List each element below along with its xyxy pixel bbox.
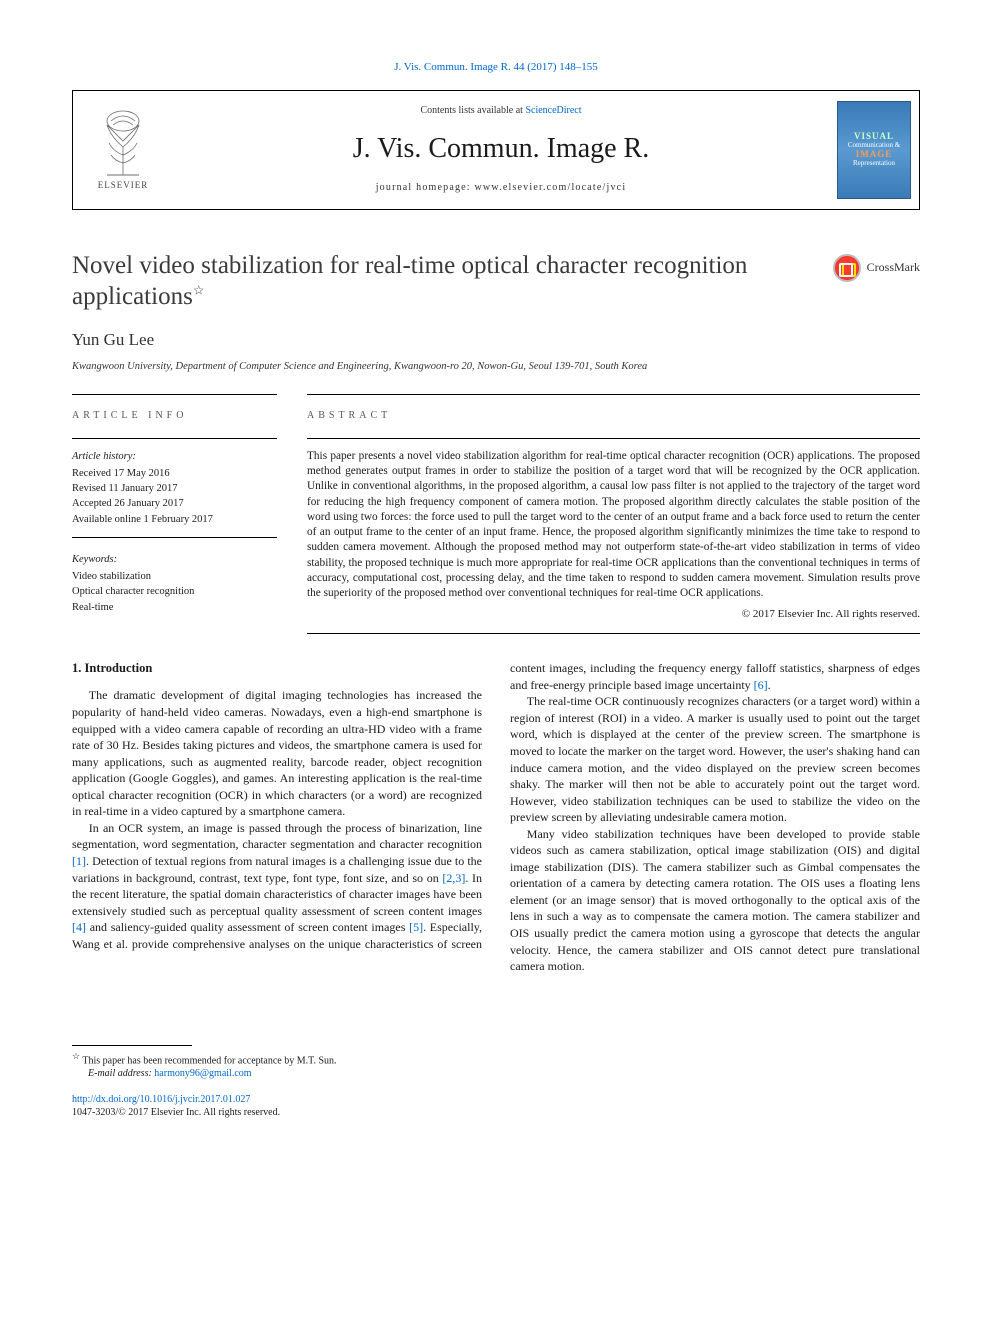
journal-homepage-line: journal homepage: www.elsevier.com/locat… [173,181,829,196]
author-affiliation: Kwangwoon University, Department of Comp… [72,359,920,374]
history-received: Received 17 May 2016 [72,466,277,481]
abstract-text: This paper presents a novel video stabil… [307,449,920,602]
elsevier-tree-icon [93,107,153,177]
email-label: E-mail address: [88,1068,154,1079]
footnote-separator [72,1045,192,1046]
contents-available-line: Contents lists available at ScienceDirec… [173,104,829,119]
title-footnote-marker: ☆ [193,283,205,298]
history-online: Available online 1 February 2017 [72,512,277,527]
ref-6-link[interactable]: [6] [754,678,768,692]
history-accepted: Accepted 26 January 2017 [72,496,277,511]
crossmark-badge[interactable]: CrossMark [833,254,920,282]
ref-4-link[interactable]: [4] [72,920,86,934]
intro-para-4: Many video stabilization techniques have… [510,826,920,975]
body-two-column: 1. Introduction The dramatic development… [72,660,920,974]
doi-link[interactable]: http://dx.doi.org/10.1016/j.jvcir.2017.0… [72,1094,250,1105]
article-history-head: Article history: [72,449,277,464]
keyword-0: Video stabilization [72,569,277,584]
publisher-logo: ELSEVIER [73,91,173,209]
ref-2-3-link[interactable]: [2,3] [442,871,465,885]
author-name: Yun Gu Lee [72,328,920,353]
p2-seg-d: and saliency-guided quality assessment o… [86,920,409,934]
ref-5-link[interactable]: [5] [409,920,423,934]
abstract-rule-bottom [307,633,920,634]
footnote-text: This paper has been recommended for acce… [80,1055,336,1066]
info-rule-1 [72,438,277,439]
homepage-url: www.elsevier.com/locate/jvci [475,182,627,193]
p2-seg-a: In an OCR system, an image is passed thr… [72,821,482,852]
crossmark-label: CrossMark [867,259,920,276]
keyword-1: Optical character recognition [72,584,277,599]
abstract-copyright: © 2017 Elsevier Inc. All rights reserved… [307,607,920,623]
footnote-marker: ☆ [72,1051,80,1061]
footnote-acceptance: ☆ This paper has been recommended for ac… [72,1050,920,1068]
keywords-head: Keywords: [72,552,277,567]
homepage-prefix: journal homepage: [376,182,475,193]
sciencedirect-link[interactable]: ScienceDirect [525,105,581,116]
footnotes-block: ☆ This paper has been recommended for ac… [72,1050,920,1081]
article-info-column: article info Article history: Received 1… [72,394,277,634]
intro-para-1: The dramatic development of digital imag… [72,687,482,819]
cover-image: VISUAL Communication & IMAGE Representat… [837,101,911,199]
author-email-link[interactable]: harmony96@gmail.com [154,1068,251,1079]
contents-prefix: Contents lists available at [420,105,525,116]
journal-title: J. Vis. Commun. Image R. [173,129,829,170]
history-revised: Revised 11 January 2017 [72,481,277,496]
p2-seg-f: . [768,678,771,692]
keyword-2: Real-time [72,600,277,615]
header-center: Contents lists available at ScienceDirec… [173,96,829,204]
abstract-rule-top [307,438,920,439]
crossmark-icon [833,254,861,282]
footnote-email-line: E-mail address: harmony96@gmail.com [72,1067,920,1081]
article-info-label: article info [72,409,277,424]
publisher-logo-text: ELSEVIER [98,179,149,192]
abstract-column: abstract This paper presents a novel vid… [307,394,920,634]
ref-1-link[interactable]: [1] [72,854,86,868]
cover-line4: Representation [853,160,895,168]
section-1-heading: 1. Introduction [72,660,482,677]
article-title: Novel video stabilization for real-time … [72,250,833,313]
p2-seg-b: . Detection of textual regions from natu… [72,854,482,885]
journal-header-box: ELSEVIER Contents lists available at Sci… [72,90,920,210]
abstract-label: abstract [307,409,920,424]
doi-block: http://dx.doi.org/10.1016/j.jvcir.2017.0… [72,1093,920,1120]
article-title-text: Novel video stabilization for real-time … [72,252,747,310]
header-citation: J. Vis. Commun. Image R. 44 (2017) 148–1… [72,60,920,76]
info-rule-2 [72,537,277,538]
intro-para-3: The real-time OCR continuously recognize… [510,693,920,825]
journal-cover-thumb: VISUAL Communication & IMAGE Representat… [829,91,919,209]
issn-copyright-line: 1047-3203/© 2017 Elsevier Inc. All right… [72,1106,920,1120]
